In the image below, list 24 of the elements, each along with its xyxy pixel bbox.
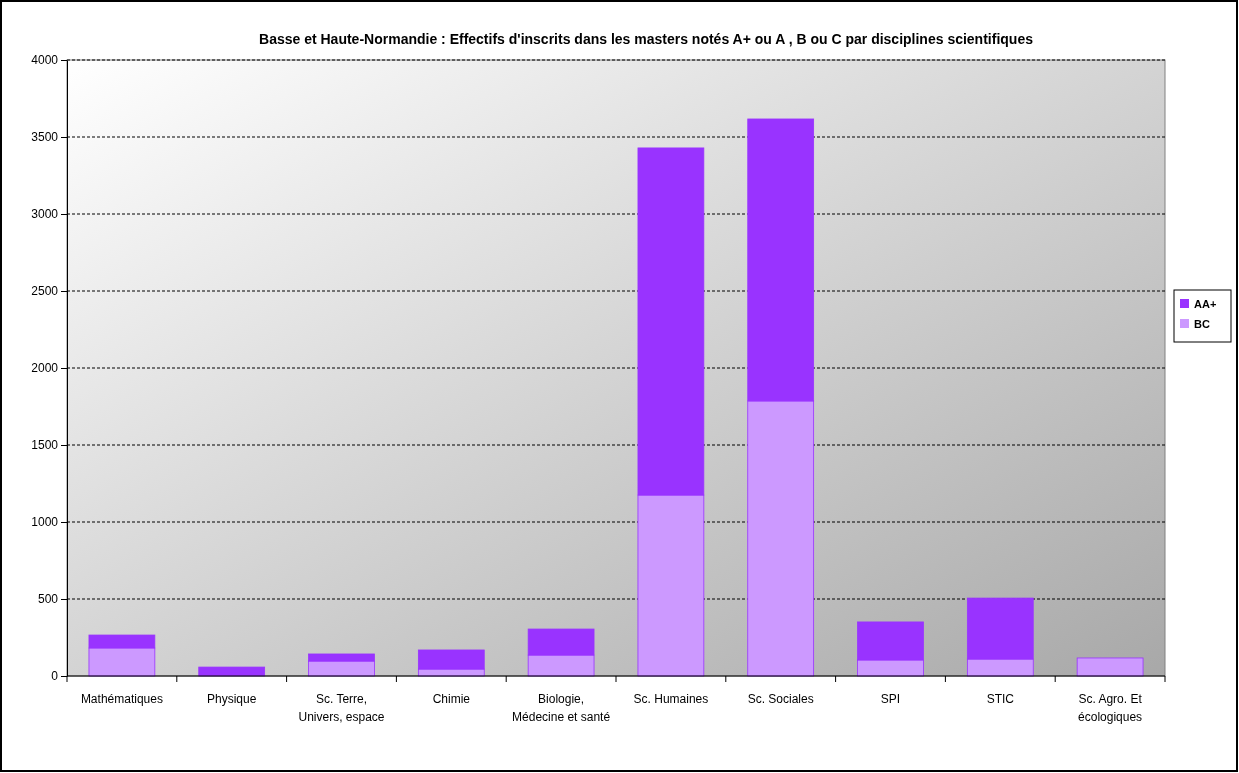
legend-label: BC <box>1194 318 1210 330</box>
y-tick-label: 2000 <box>31 361 59 376</box>
x-tick-label: STIC <box>986 692 1015 706</box>
y-tick-label: 4000 <box>31 53 59 68</box>
y-tick-label: 2500 <box>31 284 59 299</box>
x-tick-label: Physique <box>207 692 257 706</box>
bar <box>198 666 266 677</box>
x-tick-label: Sc. Sociales <box>747 692 814 706</box>
y-tick-label: 1000 <box>31 515 59 530</box>
y-tick-label: 3000 <box>31 207 59 222</box>
bar <box>1076 657 1144 677</box>
x-tick-label: Sc. Humaines <box>633 692 709 706</box>
y-tick-label: 3500 <box>31 130 59 145</box>
x-tick-label: Biologie, Médecine et santé <box>512 692 611 724</box>
x-tick-label: Chimie <box>432 692 471 706</box>
x-tick-label: SPI <box>880 692 901 706</box>
y-tick-label: 1500 <box>31 438 59 453</box>
chart-title: Basse et Haute-Normandie : Effectifs d'inscrits dans les masters notés A+ ou A , B ou C par disciplines scientifiques <box>259 31 1034 47</box>
x-tick-label: Sc. Agro. Et écologiques <box>1078 692 1143 724</box>
y-tick-label: 0 <box>51 669 59 684</box>
x-tick-label: Mathématiques <box>80 692 163 706</box>
x-tick-label: Sc. Terre, Univers, espace <box>298 692 385 724</box>
y-tick-label: 500 <box>37 592 59 607</box>
legend-label: AA+ <box>1194 298 1217 310</box>
